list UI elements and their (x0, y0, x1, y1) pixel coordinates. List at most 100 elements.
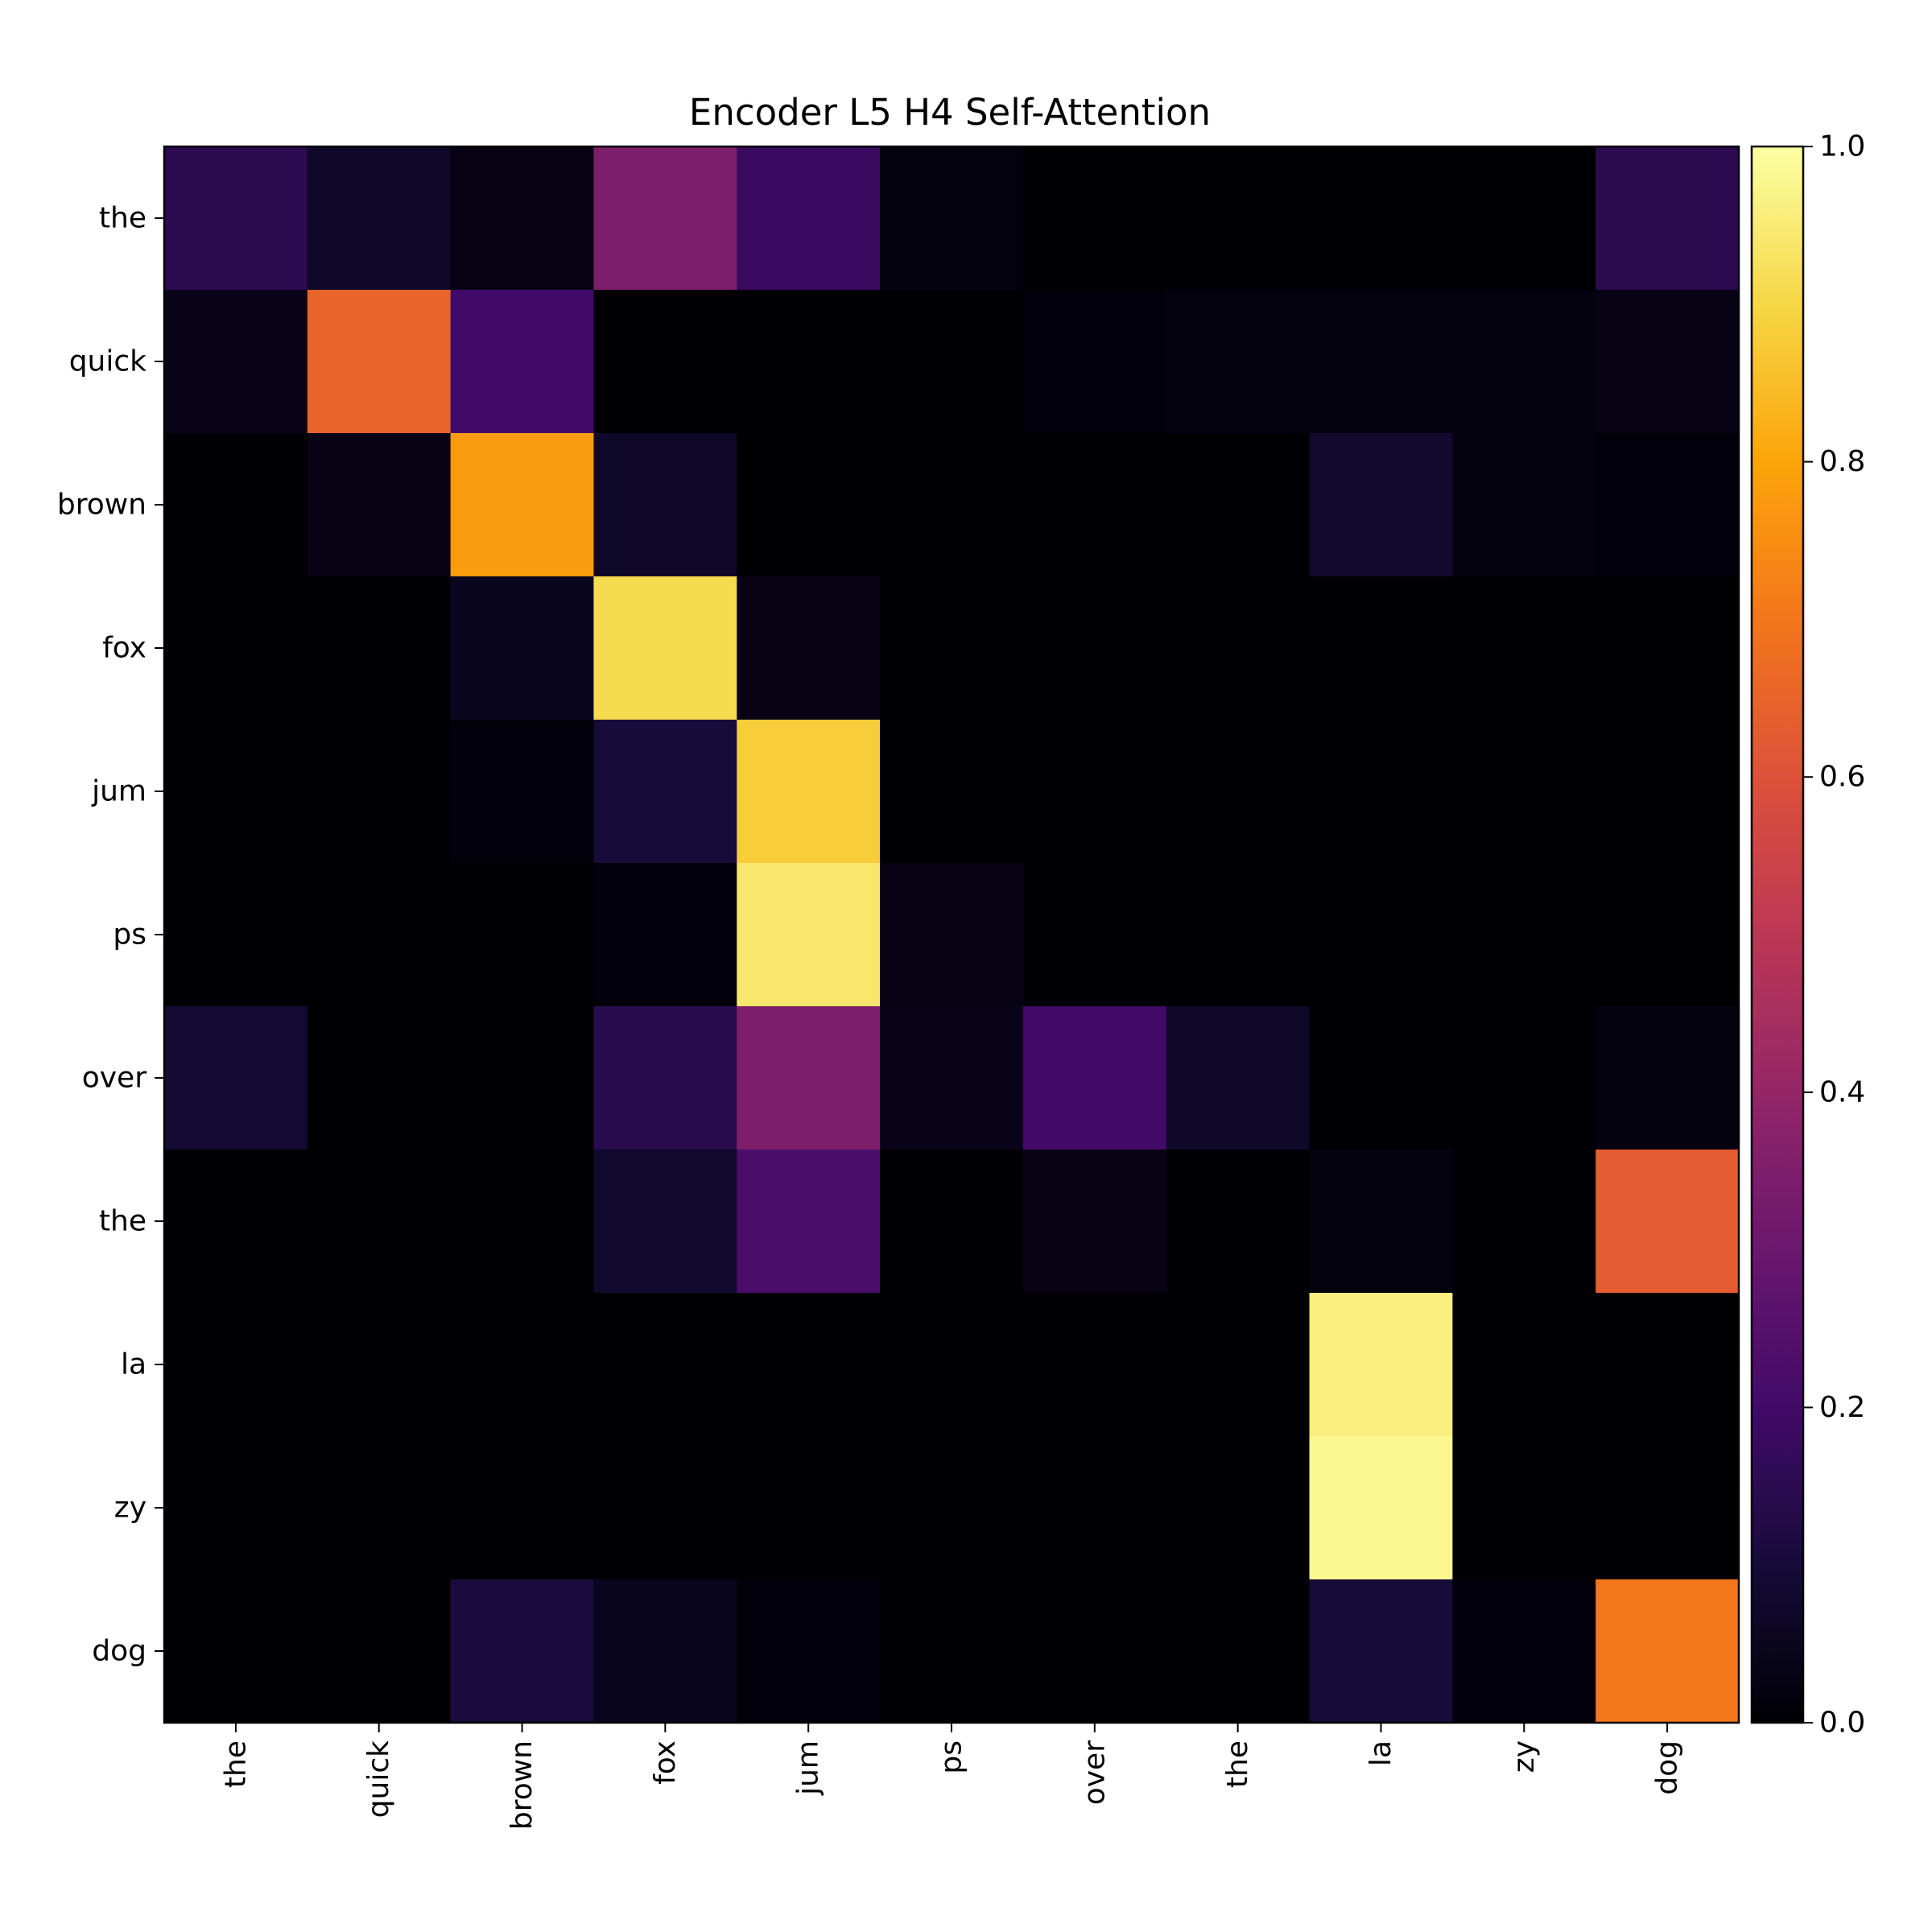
heatmap-cell (1166, 290, 1311, 434)
heatmap-cell (307, 147, 452, 291)
heatmap-cell (737, 433, 881, 577)
heatmap-cell (593, 576, 737, 720)
heatmap-cell (1166, 147, 1311, 291)
heatmap-cell (1166, 433, 1311, 577)
x-tick-label: brown (506, 1740, 539, 1830)
heatmap-cell (1309, 863, 1453, 1007)
heatmap-cell (880, 863, 1024, 1007)
heatmap-cell (1452, 863, 1596, 1007)
heatmap-cell (1596, 1436, 1740, 1580)
heatmap-cell (1022, 863, 1167, 1007)
heatmap-cell (450, 1150, 595, 1294)
heatmap-cell (593, 1150, 737, 1294)
heatmap-cell (1022, 1006, 1167, 1150)
heatmap-cell (880, 433, 1024, 577)
heatmap-cell (450, 290, 595, 434)
heatmap-cell (450, 1006, 595, 1150)
x-tick-label: over (1078, 1740, 1111, 1805)
heatmap-cell (1309, 1150, 1453, 1294)
heatmap-cell (880, 1150, 1024, 1294)
heatmap-cell (880, 1293, 1024, 1437)
heatmap-cell (880, 290, 1024, 434)
y-tick-label: fox (102, 632, 147, 665)
heatmap-cell (1022, 1579, 1167, 1724)
heatmap-cell (450, 433, 595, 577)
heatmap-cell (1452, 290, 1596, 434)
y-tick-label: jum (91, 775, 147, 808)
x-tick-label: the (219, 1740, 252, 1788)
x-tick-label: fox (649, 1740, 682, 1785)
heatmap-cell (164, 1006, 308, 1150)
heatmap-cell (1309, 1006, 1453, 1150)
heatmap-cell (1452, 147, 1596, 291)
heatmap-cell (1309, 720, 1453, 864)
heatmap-cell (450, 863, 595, 1007)
x-tick-label: ps (935, 1740, 968, 1774)
heatmap-cell (1022, 1293, 1167, 1437)
x-axis: the quick brown fox jum ps over the la zy dog (219, 1723, 1684, 1830)
y-tick-label: la (121, 1348, 147, 1381)
y-tick-label: the (99, 1205, 147, 1238)
heatmap-cell (593, 1579, 737, 1724)
heatmap-cell (450, 720, 595, 864)
heatmap-cell (880, 576, 1024, 720)
heatmap-cell (1166, 1579, 1311, 1724)
heatmap-cell (593, 147, 737, 291)
heatmap-cell (1022, 720, 1167, 864)
heatmap-cell (307, 1293, 452, 1437)
colorbar-tick-label: 1.0 (1819, 130, 1865, 163)
heatmap-cell (593, 1293, 737, 1437)
heatmap-cell (307, 433, 452, 577)
heatmap-cell (1596, 863, 1740, 1007)
heatmap-cell (307, 720, 452, 864)
x-tick-label: dog (1651, 1740, 1684, 1795)
heatmap-cell (1166, 1436, 1311, 1580)
heatmap-cell (737, 1006, 881, 1150)
colorbar-gradient (1752, 147, 1803, 1723)
heatmap-cell (1166, 576, 1311, 720)
heatmap-cell (1166, 720, 1311, 864)
colorbar-tick-label: 0.6 (1819, 761, 1865, 794)
heatmap-cell (880, 1006, 1024, 1150)
colorbar-tick-label: 0.4 (1819, 1075, 1865, 1108)
heatmap-cell (1452, 576, 1596, 720)
y-tick-label: dog (92, 1635, 147, 1668)
heatmap-cell (593, 433, 737, 577)
heatmap-cell (164, 720, 308, 864)
colorbar: 0.0 0.2 0.4 0.6 0.8 1.0 (1750, 130, 1865, 1740)
heatmap-cell (1596, 1293, 1740, 1437)
heatmap-cell (1309, 1436, 1453, 1580)
heatmap-cell (737, 290, 881, 434)
heatmap-cell (307, 576, 452, 720)
heatmap-cell (164, 290, 308, 434)
heatmap-cell (880, 1579, 1024, 1724)
y-tick-label: over (82, 1062, 147, 1095)
heatmap-cell (737, 576, 881, 720)
heatmap-cell (1022, 1150, 1167, 1294)
heatmap-cell (450, 1293, 595, 1437)
heatmap-cell (880, 720, 1024, 864)
heatmap-cell (1452, 1150, 1596, 1294)
heatmap-cell (737, 1150, 881, 1294)
heatmap-cell (1452, 1293, 1596, 1437)
heatmap-cell (450, 1436, 595, 1580)
heatmap-cell (1596, 1150, 1740, 1294)
heatmap-cell (1309, 290, 1453, 434)
heatmap-cell (593, 1006, 737, 1150)
heatmap-cell (1022, 576, 1167, 720)
y-tick-label: quick (69, 345, 147, 378)
colorbar-frame (1750, 145, 1805, 1724)
heatmap-cell (1309, 1293, 1453, 1437)
y-tick-label: zy (114, 1492, 147, 1525)
x-tick-label: the (1221, 1740, 1254, 1788)
heatmap-cell (1166, 863, 1311, 1007)
heatmap-cell (1309, 433, 1453, 577)
heatmap-cell (1596, 290, 1740, 434)
heatmap-cell (1309, 147, 1453, 291)
heatmap-cell (307, 1579, 452, 1724)
heatmap-cell (1022, 1436, 1167, 1580)
heatmap-cell (593, 863, 737, 1007)
heatmap-cell (1596, 1006, 1740, 1150)
heatmap-cell (593, 720, 737, 864)
